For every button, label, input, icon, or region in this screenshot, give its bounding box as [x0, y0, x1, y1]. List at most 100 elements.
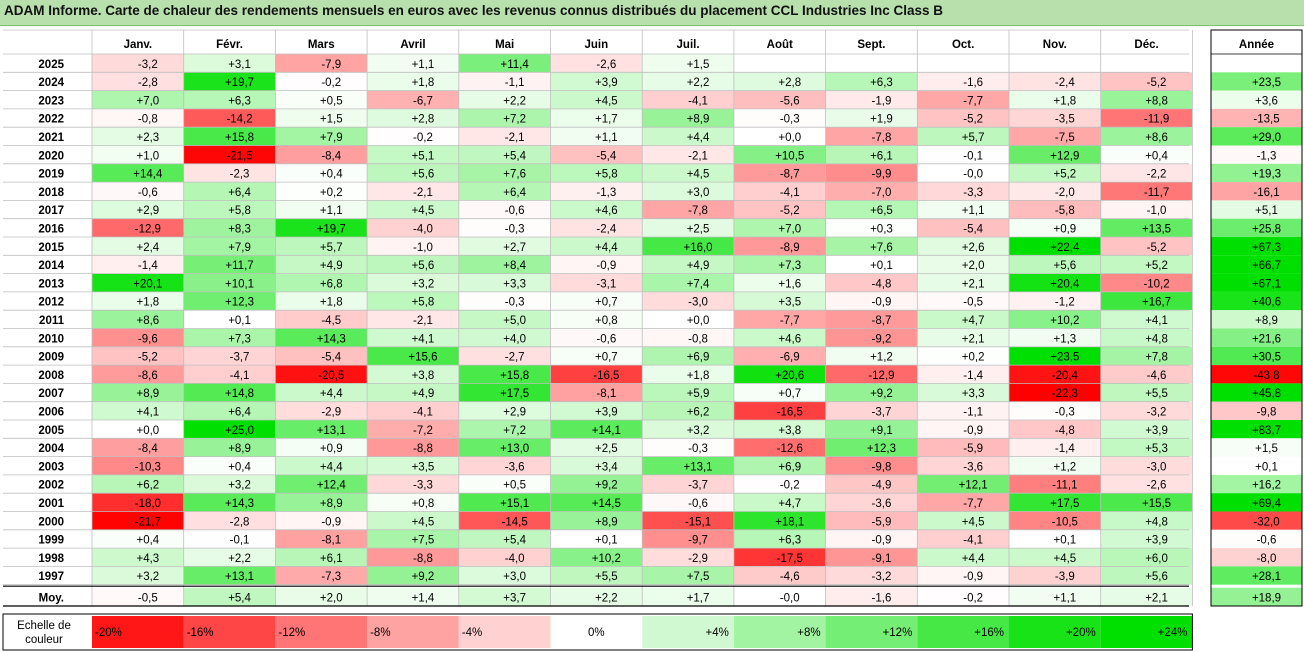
year-row-cell	[1100, 548, 1193, 567]
year-row-cell	[1009, 200, 1101, 219]
year-row-value: -22,3	[1052, 388, 1078, 400]
year-row-value: +5,7	[962, 132, 985, 144]
average-row-cell	[275, 587, 368, 606]
year-row-value: -3,2	[1147, 407, 1167, 419]
year-row-value: -0,1	[963, 150, 983, 162]
year-row-cell	[92, 72, 184, 91]
color-scale-swatch	[550, 616, 643, 648]
year-row-value: -3,2	[138, 59, 158, 71]
year-row-annual-cell	[1211, 200, 1302, 219]
year-row-value: -9,8	[872, 461, 892, 473]
year-row-cell	[917, 529, 1009, 549]
year-row-cell	[275, 548, 368, 567]
year-row-value: +0,5	[503, 480, 526, 492]
year-row-cell	[550, 310, 643, 329]
year-row-value: -9,6	[138, 333, 158, 345]
year-row-value: +0,1	[1053, 535, 1076, 547]
year-row-value: +0,1	[870, 260, 893, 272]
year-row-cell	[733, 145, 826, 164]
year-row-cell	[1100, 237, 1193, 256]
year-row-annual-cell	[1211, 108, 1302, 128]
year-row-value: -6,9	[780, 352, 800, 364]
year-row-value: +14,4	[133, 169, 163, 181]
year-row-cell	[1100, 438, 1193, 457]
year-row-value: +5,7	[320, 242, 343, 254]
year-row-cell	[917, 383, 1009, 402]
color-scale-label: -20%	[95, 627, 122, 639]
year-row-value: +6,4	[228, 187, 251, 199]
year-row-annual-cell	[1211, 474, 1302, 494]
year-row-value: +4,1	[1145, 315, 1168, 327]
year-row-cell	[917, 438, 1009, 457]
year-row-value: -0,2	[413, 132, 433, 144]
year-row-value: +6,4	[228, 407, 251, 419]
year-row-value: -0,8	[138, 114, 158, 126]
year-row-cell	[183, 346, 276, 366]
year-row-cell	[1009, 145, 1101, 164]
year-row-label: 2023	[38, 95, 64, 107]
year-row-cell	[1009, 365, 1101, 384]
year-row-value: -8,7	[872, 315, 892, 327]
year-row-value: +1,6	[778, 278, 801, 290]
year-row-cell	[917, 346, 1009, 366]
year-row-value: -7,3	[321, 571, 341, 583]
year-row-value: -12,9	[868, 370, 894, 382]
year-row-value: +3,0	[687, 187, 710, 199]
year-row-value: +5,8	[228, 205, 251, 217]
year-row-annual-value: +8,9	[1255, 315, 1278, 327]
year-row-cell	[733, 310, 826, 329]
color-scale-swatch	[917, 616, 1009, 648]
year-row-cell	[642, 237, 734, 256]
year-row-cell	[275, 438, 368, 457]
average-row-value: -0,0	[780, 593, 800, 605]
year-row-value: +2,4	[136, 242, 159, 254]
year-row-value: +0,1	[228, 315, 251, 327]
year-row-value: -0,2	[780, 480, 800, 492]
year-row-value: +3,2	[687, 425, 710, 437]
year-row-value: -8,8	[413, 553, 433, 565]
year-row-cell	[1100, 529, 1193, 549]
year-row-cell	[1009, 182, 1101, 201]
year-row-value: -16,5	[593, 370, 619, 382]
year-row-value: +15,8	[225, 132, 254, 144]
year-row-cell	[275, 237, 368, 256]
year-row-label: 2025	[38, 59, 64, 71]
year-row-cell	[458, 54, 551, 73]
year-row-cell	[642, 566, 734, 585]
year-row-label: 2013	[38, 278, 64, 290]
year-row-cell	[183, 291, 276, 311]
year-row-value: -5,2	[1147, 242, 1167, 254]
year-row-cell	[642, 474, 734, 494]
year-row-value: +4,5	[412, 516, 435, 528]
year-row-cell	[733, 90, 826, 109]
color-scale-swatch	[367, 616, 459, 648]
year-row-cell	[917, 493, 1009, 512]
year-row-cell	[367, 328, 459, 347]
chart-title-bar: ADAM Informe. Carte de chaleur des rende…	[0, 0, 1304, 26]
year-row-value: +8,8	[1145, 95, 1168, 107]
year-row-cell	[825, 108, 918, 128]
year-row-value: +13,0	[500, 443, 529, 455]
year-row-cell	[183, 200, 276, 219]
year-row-label: 2020	[38, 150, 64, 162]
year-row-label: 2007	[38, 388, 64, 400]
year-row-value: +20,1	[133, 278, 162, 290]
year-row-cell	[458, 237, 551, 256]
year-row-value: +6,3	[778, 535, 801, 547]
year-row-annual-cell	[1211, 291, 1302, 311]
year-row-label: 2004	[38, 443, 64, 455]
year-row-value: +2,9	[136, 205, 159, 217]
year-row-cell	[642, 108, 734, 128]
average-row-cell	[733, 587, 826, 606]
year-row-cell	[917, 163, 1009, 183]
year-row-value: +4,6	[595, 205, 618, 217]
year-row-label: 2005	[38, 425, 64, 437]
year-row-value: -0,9	[321, 516, 341, 528]
year-row-cell	[642, 511, 734, 530]
year-row-cell	[92, 365, 184, 384]
year-row-cell	[92, 200, 184, 219]
year-row-cell	[550, 72, 643, 91]
year-row-annual-value: +16,2	[1252, 480, 1281, 492]
year-row-cell	[458, 548, 551, 567]
year-row-cell	[92, 163, 184, 183]
